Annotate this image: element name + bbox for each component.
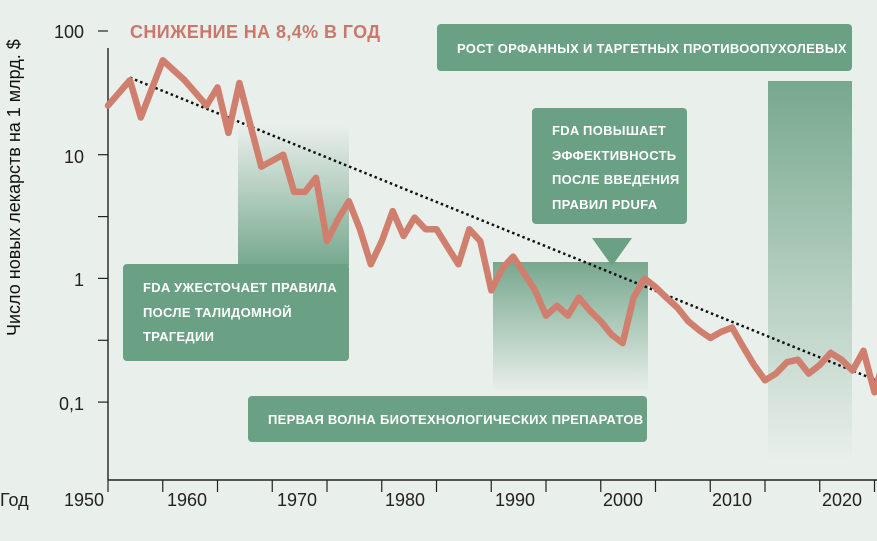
y-tick-marks	[98, 30, 108, 403]
annotation-pdufa-pointer	[592, 238, 632, 266]
y-tick-label-100: 100	[54, 22, 84, 42]
annotation-pdufa-line-1: FDA ПОВЫШАЕТ	[552, 123, 666, 138]
y-axis-label: Число новых лекарств на 1 млрд. $	[4, 39, 24, 336]
y-tick-label-0-1: 0,1	[59, 394, 84, 414]
annotation-orphan-box	[437, 24, 852, 71]
x-tick-label-1990: 1990	[495, 490, 535, 510]
band-biotech	[493, 262, 648, 392]
x-tick-label-2010: 2010	[712, 490, 752, 510]
annotation-pdufa-line-2: ЭФФЕКТИВНОСТЬ	[552, 148, 676, 163]
x-tick-marks	[107, 480, 876, 492]
y-tick-label-10: 10	[64, 147, 84, 167]
annotation-pdufa-box	[532, 108, 687, 224]
y-tick-labels: 100 10 1 0,1	[54, 22, 84, 414]
annotation-thalidomide: FDA УЖЕСТОЧАЕТ ПРАВИЛА ПОСЛЕ ТАЛИДОМНОЙ …	[123, 264, 349, 361]
band-orphan	[768, 81, 852, 461]
annotation-pdufa-line-4: ПРАВИЛ PDUFA	[552, 197, 658, 212]
annotation-pdufa-line-3: ПОСЛЕ ВВЕДЕНИЯ	[552, 172, 680, 187]
x-tick-label-1970: 1970	[277, 490, 317, 510]
y-tick-label-1: 1	[74, 270, 84, 290]
x-axis-label: Год	[0, 490, 29, 510]
annotation-orphan-line-1: РОСТ ОРФАННЫХ И ТАРГЕТНЫХ ПРОТИВООПУХОЛЕ…	[457, 41, 847, 56]
x-tick-label-1960: 1960	[167, 490, 207, 510]
annotation-thalidomide-box	[123, 264, 349, 361]
x-tick-label-1980: 1980	[385, 490, 425, 510]
x-tick-labels: 1950 1960 1970 1980 1990 2000 2010 2020	[64, 490, 862, 510]
x-tick-label-1950: 1950	[64, 490, 104, 510]
annotation-thalidomide-line-2: ПОСЛЕ ТАЛИДОМНОЙ	[143, 305, 292, 320]
annotation-biotech: ПЕРВАЯ ВОЛНА БИОТЕХНОЛОГИЧЕСКИХ ПРЕПАРАТ…	[248, 396, 647, 442]
chart-title: СНИЖЕНИЕ НА 8,4% В ГОД	[130, 22, 381, 42]
trend-line	[129, 76, 877, 382]
annotation-biotech-line-1: ПЕРВАЯ ВОЛНА БИОТЕХНОЛОГИЧЕСКИХ ПРЕПАРАТ…	[268, 412, 644, 427]
annotation-orphan: РОСТ ОРФАННЫХ И ТАРГЕТНЫХ ПРОТИВООПУХОЛЕ…	[437, 24, 852, 71]
annotation-thalidomide-line-1: FDA УЖЕСТОЧАЕТ ПРАВИЛА	[143, 280, 337, 295]
annotation-pdufa: FDA ПОВЫШАЕТ ЭФФЕКТИВНОСТЬ ПОСЛЕ ВВЕДЕНИ…	[532, 108, 687, 266]
annotation-thalidomide-line-3: ТРАГЕДИИ	[143, 329, 214, 344]
x-tick-label-2020: 2020	[822, 490, 862, 510]
x-tick-label-2000: 2000	[603, 490, 643, 510]
annotation-biotech-box	[248, 396, 647, 442]
drug-efficiency-line	[104, 57, 877, 396]
